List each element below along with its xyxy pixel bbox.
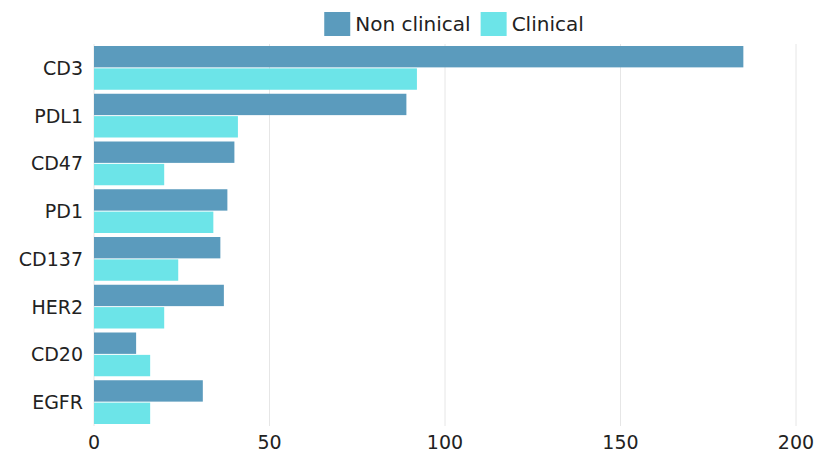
bar [94,212,213,233]
bar [94,333,136,354]
legend-label: Clinical [512,12,584,36]
bar [94,259,178,280]
bar [94,355,150,376]
bar [94,46,743,67]
category-label: CD3 [43,57,83,79]
grid-line [445,44,446,426]
grid-line [796,44,797,426]
bar [94,380,203,401]
tick-label: 100 [427,431,463,453]
bar [94,307,164,328]
bar [94,164,164,185]
category-label: CD20 [31,343,83,365]
legend-swatch [324,12,350,36]
grid-line [620,44,621,426]
bars [94,46,743,424]
chart: 0 50 100 150 200 CD3 PDL1 CD47 PD1 CD137 HER2 CD20 E… [0,0,823,471]
bar [94,68,417,89]
tick-label: 150 [602,431,638,453]
category-label: CD47 [31,152,83,174]
bar [94,116,238,137]
category-label: EGFR [32,391,83,413]
legend-swatch [481,12,507,36]
category-label: PD1 [45,200,83,222]
legend-label: Non clinical [355,12,470,36]
tick-label: 200 [778,431,814,453]
bar [94,189,227,210]
bar [94,237,220,258]
category-label: CD137 [19,248,83,270]
category-label: HER2 [31,296,83,318]
bar [94,285,224,306]
tick-label: 0 [88,431,100,453]
category-label: PDL1 [34,105,83,127]
bar [94,94,406,115]
bar [94,142,234,163]
tick-label: 50 [257,431,281,453]
legend: Non clinical Clinical [324,12,584,36]
bar [94,403,150,424]
